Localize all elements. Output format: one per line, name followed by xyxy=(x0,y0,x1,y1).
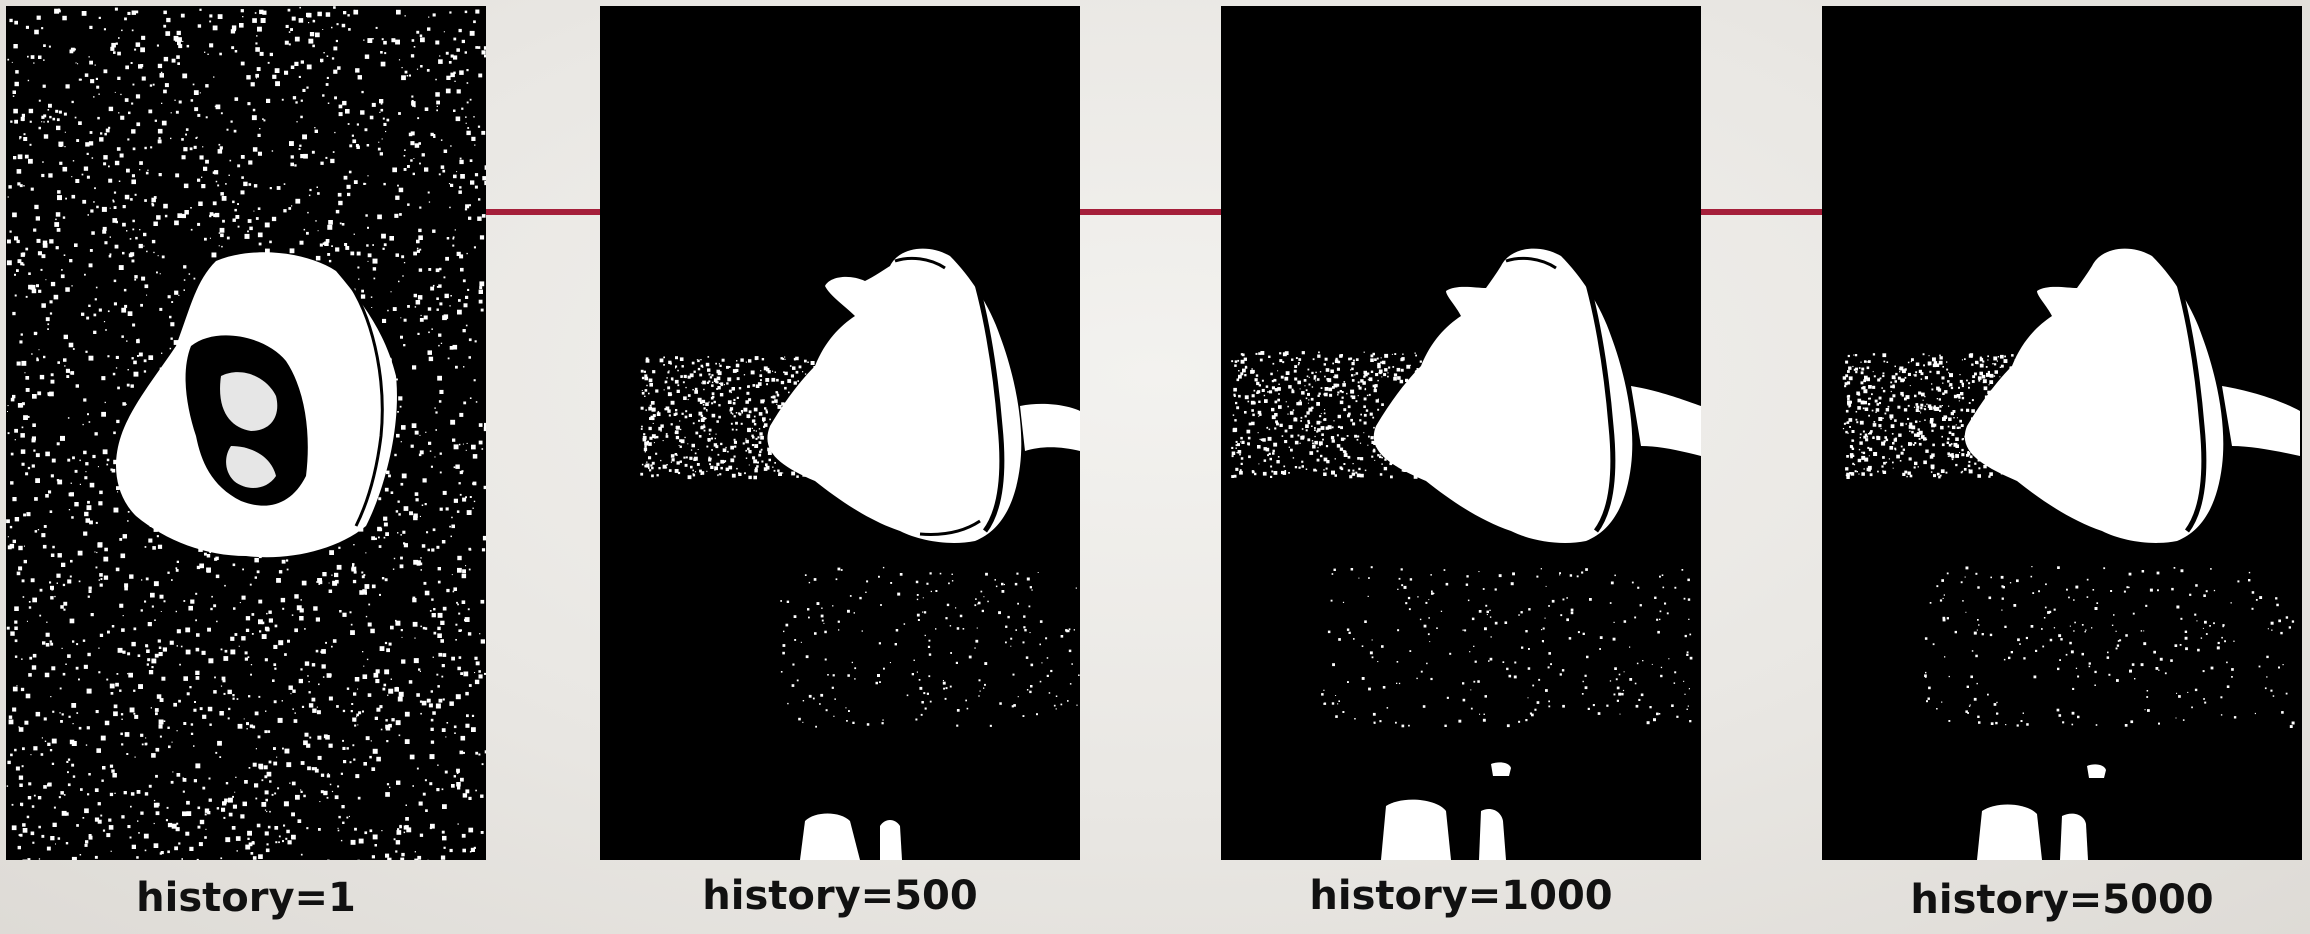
mask-image-500 xyxy=(600,6,1080,860)
mask-image-1000 xyxy=(1221,6,1701,860)
mask-image-noisy xyxy=(6,6,486,860)
mask-panel-history-5000 xyxy=(1822,6,2302,860)
connector-line-1 xyxy=(486,209,600,215)
caption-history-1: history=1 xyxy=(6,878,486,918)
connector-line-2 xyxy=(1080,209,1221,215)
mask-panel-history-1000 xyxy=(1221,6,1701,860)
mask-panel-history-500 xyxy=(600,6,1080,860)
connector-line-3 xyxy=(1701,209,1822,215)
caption-history-500: history=500 xyxy=(600,876,1080,916)
caption-history-1000: history=1000 xyxy=(1221,876,1701,916)
caption-history-5000: history=5000 xyxy=(1822,880,2302,920)
mask-image-5000 xyxy=(1822,6,2302,860)
mask-panel-history-1 xyxy=(6,6,486,860)
